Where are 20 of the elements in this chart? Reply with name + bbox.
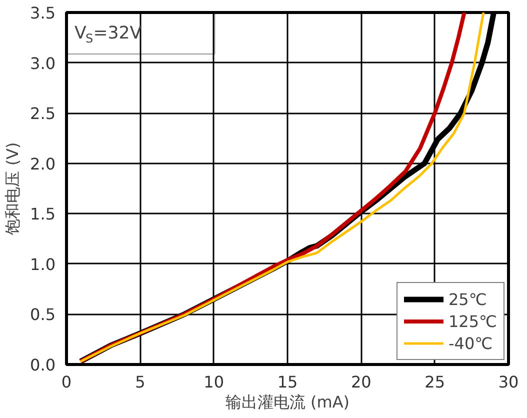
y-tick-label: 3.5 xyxy=(30,4,56,22)
y-tick-label: 1.0 xyxy=(30,254,56,274)
x-tick-label: 5 xyxy=(135,372,146,392)
x-tick-label: 25 xyxy=(424,372,446,392)
y-axis-title: 饱和电压 (V) xyxy=(3,142,22,236)
x-tick-label: 10 xyxy=(204,372,224,392)
y-tick-label: 1.5 xyxy=(30,204,56,224)
x-tick-label: 0 xyxy=(61,372,72,392)
y-tick-label: 0.5 xyxy=(30,305,56,324)
y-tick-label: 2.0 xyxy=(30,154,56,174)
y-tick-label: 3.0 xyxy=(30,54,56,73)
legend-label: 125℃ xyxy=(448,312,497,330)
x-tick-label: 15 xyxy=(277,372,298,392)
y-tick-label: 2.5 xyxy=(30,104,56,124)
x-axis-title: 输出灌电流 (mA) xyxy=(225,392,350,412)
y-tick-label: 0.0 xyxy=(30,356,56,374)
x-tick-label: 30 xyxy=(498,372,519,392)
x-tick-label: 20 xyxy=(350,372,372,392)
legend-label: -40℃ xyxy=(448,334,493,352)
legend-label: 25℃ xyxy=(448,290,487,308)
